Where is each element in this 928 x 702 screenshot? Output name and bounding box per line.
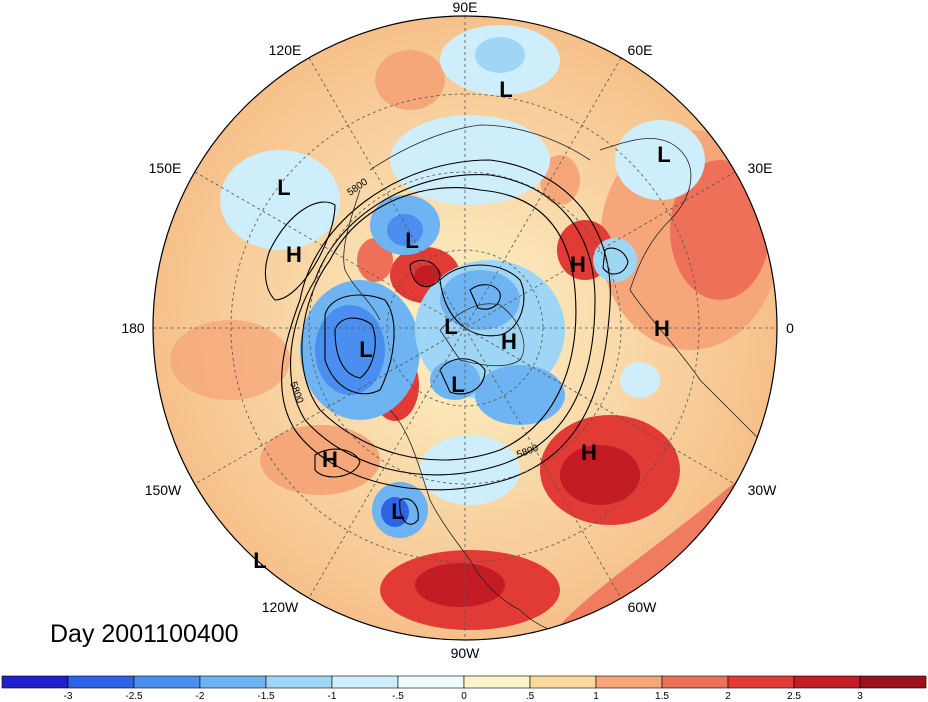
lon-label-150w: 150W xyxy=(145,482,182,498)
figure-title: Day 2001100400 xyxy=(50,620,239,648)
colorbar-swatch xyxy=(529,675,597,689)
colorbar-tick-label: 2 xyxy=(725,691,731,702)
colorbar-tick-label: 2.5 xyxy=(787,691,801,702)
colorbar-tick-label: 1 xyxy=(593,691,599,702)
pressure-center-low: L xyxy=(405,228,418,253)
colorbar-swatch xyxy=(727,675,795,689)
graticule xyxy=(153,16,777,640)
colorbar-swatch xyxy=(199,675,267,689)
pressure-center-low: L xyxy=(391,499,404,524)
pressure-center-low: L xyxy=(657,142,670,167)
colorbar-tick-label: -1.5 xyxy=(257,691,275,702)
pressure-center-low: L xyxy=(444,314,457,339)
lon-label-180: 180 xyxy=(121,320,145,336)
pressure-center-low: L xyxy=(499,77,512,102)
colorbar-swatch xyxy=(265,675,333,689)
pressure-center-high: H xyxy=(322,447,338,472)
colorbar-swatch xyxy=(133,675,201,689)
colorbar-tick-label: .5 xyxy=(526,691,535,702)
pressure-center-high: H xyxy=(286,242,302,267)
pressure-centers: L L H H L L H L L H H L H L L xyxy=(253,77,670,573)
longitude-labels: 90E 60E 30E 0 30W 60W 90W 120W 150W 180 … xyxy=(121,0,794,661)
lon-label-150e: 150E xyxy=(149,160,182,176)
pressure-center-low: L xyxy=(277,175,290,200)
colorbar-swatch xyxy=(331,675,399,689)
pressure-center-low: L xyxy=(451,372,464,397)
map-boundary xyxy=(152,15,778,641)
pressure-center-low: L xyxy=(359,337,372,362)
colorbar-tick-label: 3 xyxy=(857,691,863,702)
lon-label-120e: 120E xyxy=(269,42,302,58)
lon-label-60w: 60W xyxy=(628,599,658,615)
pressure-center-high: H xyxy=(654,316,670,341)
pressure-center-high: H xyxy=(581,440,597,465)
colorbar-tick-label: -2 xyxy=(196,691,205,702)
lon-label-30e: 30E xyxy=(748,160,773,176)
colorbar-swatch xyxy=(595,675,663,689)
lon-label-90w: 90W xyxy=(451,645,481,661)
lon-label-0: 0 xyxy=(786,320,794,336)
colorbar-tick-label: -3 xyxy=(64,691,73,702)
anomaly-field xyxy=(153,16,777,640)
colorbar-tick-label: 0 xyxy=(461,691,467,702)
height-contours xyxy=(264,159,629,525)
colorbar-swatch xyxy=(1,675,69,689)
colorbar-swatch xyxy=(859,675,927,689)
colorbar-tick-label: -.5 xyxy=(392,691,404,702)
colorbar-swatch xyxy=(793,675,861,689)
colorbar-swatch xyxy=(463,675,531,689)
colorbar: -3 -2.5 -2 -1.5 -1 -.5 0 .5 1 1.5 2 2.5 3 xyxy=(1,675,927,702)
lon-label-30w: 30W xyxy=(748,482,778,498)
colorbar-swatch xyxy=(661,675,729,689)
pressure-center-low: L xyxy=(253,548,266,573)
colorbar-tick-label: -2.5 xyxy=(125,691,143,702)
lon-label-60e: 60E xyxy=(628,42,653,58)
colorbar-tick-label: 1.5 xyxy=(655,691,669,702)
colorbar-tick-label: -1 xyxy=(328,691,337,702)
lon-label-120w: 120W xyxy=(262,599,299,615)
colorbar-swatch xyxy=(67,675,135,689)
lon-label-90e: 90E xyxy=(453,0,478,15)
pressure-center-high: H xyxy=(570,252,586,277)
pressure-center-high: H xyxy=(501,329,517,354)
colorbar-swatch xyxy=(397,675,465,689)
